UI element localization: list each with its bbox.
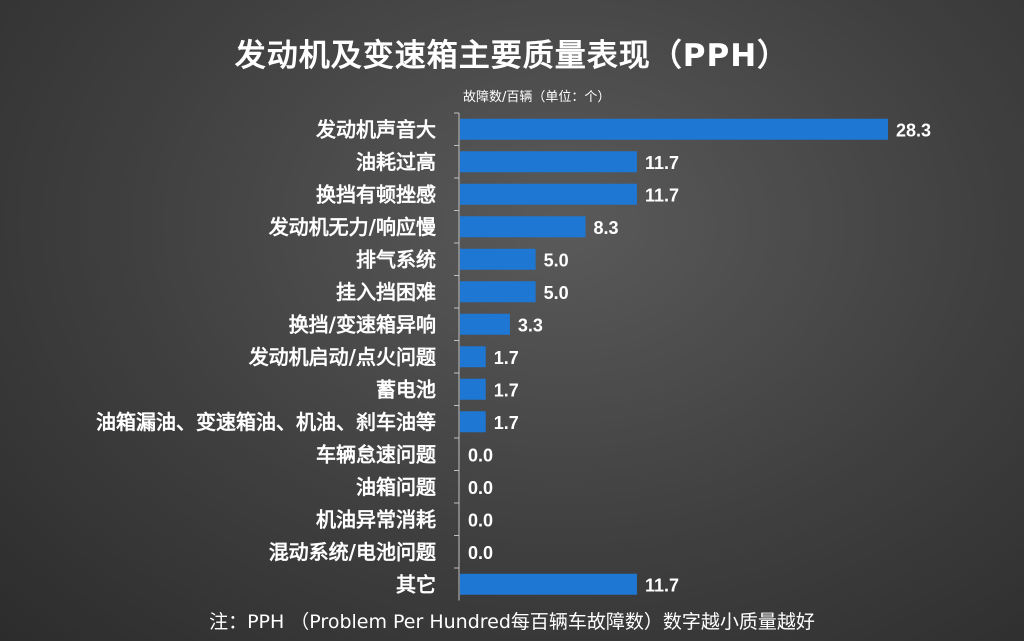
bar: [460, 151, 637, 173]
value-label: 11.7: [645, 575, 679, 595]
category-label: 挂入挡困难: [336, 280, 436, 304]
value-label: 0.0: [468, 510, 493, 530]
category-label: 混动系统/电池问题: [269, 540, 437, 564]
category-label: 排气系统: [356, 247, 436, 271]
value-label: 1.7: [494, 380, 519, 400]
value-label: 1.7: [494, 413, 519, 433]
category-label: 发动机启动/点火问题: [248, 345, 437, 369]
bar: [460, 216, 586, 238]
value-label: 5.0: [544, 283, 569, 303]
category-label: 油箱漏油、变速箱油、机油、刹车油等: [96, 410, 436, 434]
bar: [460, 313, 510, 335]
value-label: 11.7: [645, 185, 679, 205]
category-label: 车辆怠速问题: [316, 442, 437, 466]
bar: [460, 573, 637, 595]
category-label: 油耗过高: [356, 150, 436, 174]
category-label: 油箱问题: [356, 475, 437, 499]
value-label: 5.0: [544, 250, 569, 270]
bar: [460, 378, 486, 400]
value-label: 8.3: [594, 218, 619, 238]
category-label: 发动机声音大: [315, 117, 436, 141]
bar: [460, 346, 486, 368]
unit-label: 故障数/百辆（单位：个）: [463, 90, 611, 105]
bar: [460, 281, 536, 303]
footnote: 注：PPH （Problem Per Hundred每百辆车故障数）数字越小质量…: [209, 611, 815, 633]
value-label: 11.7: [645, 153, 679, 173]
value-label: 0.0: [468, 478, 493, 498]
bar: [460, 118, 888, 140]
value-label: 3.3: [518, 315, 543, 335]
value-label: 0.0: [468, 543, 493, 563]
category-label: 换挡/变速箱异响: [289, 312, 436, 336]
value-label: 1.7: [494, 348, 519, 368]
category-label: 其它: [396, 572, 436, 596]
bar: [460, 411, 486, 433]
chart-title: 发动机及变速箱主要质量表现（PPH）: [234, 38, 790, 74]
category-label: 换挡有顿挫感: [316, 182, 436, 206]
bar: [460, 248, 536, 270]
value-label: 28.3: [896, 120, 931, 140]
bar: [460, 183, 637, 205]
category-label: 蓄电池: [376, 377, 436, 401]
value-label: 0.0: [468, 445, 493, 465]
category-label: 机油异常消耗: [316, 507, 436, 531]
category-label: 发动机无力/响应慢: [268, 215, 437, 239]
